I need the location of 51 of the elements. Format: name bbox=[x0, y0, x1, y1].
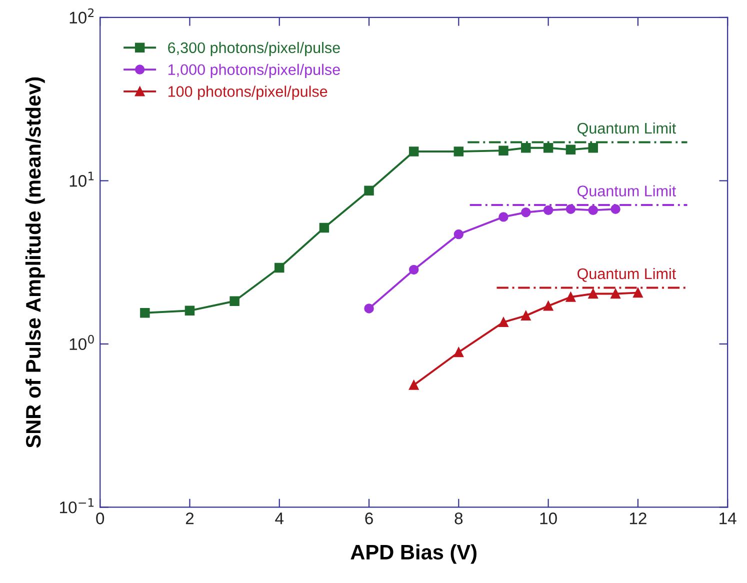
y-axis-title: SNR of Pulse Amplitude (mean/stdev) bbox=[25, 77, 45, 448]
point bbox=[498, 212, 508, 222]
series-label: Quantum Limit bbox=[578, 268, 676, 282]
point bbox=[521, 208, 531, 218]
legend-label: 6,300 photons/pixel/pulse bbox=[168, 42, 340, 56]
point bbox=[543, 301, 554, 311]
y-tick-label: 10$^{2}$ bbox=[70, 8, 94, 24]
point bbox=[633, 288, 643, 298]
point bbox=[566, 144, 576, 155]
y-tick-label: 10$^{0}$ bbox=[70, 334, 94, 350]
x-tick-label: 12 bbox=[630, 512, 646, 524]
point bbox=[364, 304, 374, 314]
point bbox=[364, 186, 374, 196]
point bbox=[543, 205, 554, 216]
x-tick-label: 4 bbox=[275, 512, 284, 524]
x-tick-label: 14 bbox=[720, 512, 736, 524]
y-tick-label: 10$^{−1}$ bbox=[60, 498, 94, 514]
point bbox=[408, 146, 419, 156]
point bbox=[588, 288, 598, 299]
point bbox=[610, 288, 620, 299]
point bbox=[566, 204, 576, 214]
point bbox=[408, 380, 419, 390]
point bbox=[498, 146, 508, 156]
point bbox=[454, 146, 464, 156]
point bbox=[610, 204, 620, 214]
point bbox=[588, 205, 598, 216]
point bbox=[543, 142, 554, 153]
point bbox=[408, 264, 419, 275]
point bbox=[274, 262, 284, 273]
x-tick-label: 2 bbox=[186, 512, 194, 524]
series-label: Quantum Limit bbox=[578, 122, 676, 136]
point bbox=[454, 347, 464, 358]
point bbox=[521, 310, 531, 321]
x-tick-label: 6 bbox=[365, 512, 373, 524]
point bbox=[498, 317, 508, 328]
x-axis-title: APD Bias (V) bbox=[350, 544, 476, 564]
series-label: Quantum Limit bbox=[578, 185, 676, 200]
point bbox=[230, 296, 240, 306]
point bbox=[566, 292, 576, 302]
point bbox=[521, 142, 531, 153]
point bbox=[184, 306, 195, 316]
y-tick-label: 10$^{1}$ bbox=[70, 172, 94, 187]
point bbox=[454, 229, 464, 240]
legend-label: 100 photons/pixel/pulse bbox=[168, 86, 328, 100]
x-tick-label: 8 bbox=[454, 512, 463, 524]
x-tick-label: 0 bbox=[96, 512, 104, 524]
legend-label: 1,000 photons/pixel/pulse bbox=[168, 64, 340, 78]
point bbox=[588, 142, 598, 153]
point bbox=[319, 222, 330, 233]
x-tick-label: 10 bbox=[540, 512, 557, 524]
point bbox=[140, 308, 150, 318]
